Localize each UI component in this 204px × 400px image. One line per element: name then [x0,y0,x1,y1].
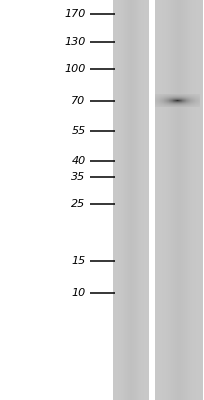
Bar [168,0,169,400]
Bar [133,0,134,400]
Bar [142,0,143,400]
Bar [163,0,164,400]
Bar [170,0,171,400]
Bar [119,0,120,400]
Bar [136,0,137,400]
Bar [128,0,129,400]
Text: 15: 15 [71,256,86,266]
Bar [118,0,119,400]
Bar [169,0,170,400]
Bar [181,0,182,400]
Bar [132,0,133,400]
Bar [155,0,156,400]
Bar [124,0,125,400]
Bar [157,0,158,400]
Bar [173,0,174,400]
Bar [127,0,128,400]
Bar [180,0,181,400]
Bar [125,0,126,400]
Text: 70: 70 [71,96,86,106]
Bar [199,0,200,400]
Bar [147,0,148,400]
Bar [177,0,178,400]
Bar [200,0,201,400]
Bar [188,0,189,400]
Bar [185,0,186,400]
Bar [144,0,145,400]
Bar [166,0,167,400]
Bar [184,0,185,400]
Bar [137,0,138,400]
Bar [176,0,177,400]
Text: 130: 130 [64,37,86,47]
Bar [197,0,198,400]
Bar [182,0,183,400]
Text: 25: 25 [71,199,86,209]
Bar [165,0,166,400]
Bar [191,0,192,400]
Bar [171,0,172,400]
Bar [117,0,118,400]
Bar [192,0,193,400]
Bar [134,0,135,400]
Bar [114,0,115,400]
Bar [162,0,163,400]
Bar [194,0,195,400]
Bar [139,0,140,400]
Bar [198,0,199,400]
Bar [190,0,191,400]
Text: 170: 170 [64,9,86,19]
Text: 55: 55 [71,126,86,136]
Bar [175,0,176,400]
Bar [195,0,196,400]
Bar [172,0,173,400]
Bar [145,0,146,400]
Bar [202,0,203,400]
Bar [138,0,139,400]
Bar [143,0,144,400]
Bar [148,0,149,400]
Bar [167,0,168,400]
Bar [183,0,184,400]
Bar [130,0,131,400]
Text: 40: 40 [71,156,86,166]
Bar [115,0,116,400]
Bar [149,0,155,400]
Bar [186,0,187,400]
Bar [174,0,175,400]
Bar [193,0,194,400]
Bar [129,0,130,400]
Bar [141,0,142,400]
Bar [135,0,136,400]
Bar [126,0,127,400]
Text: 10: 10 [71,288,86,298]
Bar [116,0,117,400]
Bar [178,0,179,400]
Bar [146,0,147,400]
Bar [164,0,165,400]
Bar [140,0,141,400]
Bar [160,0,161,400]
Bar [131,0,132,400]
Bar [179,0,180,400]
Bar [120,0,121,400]
Bar [188,0,189,400]
Bar [158,0,159,400]
Bar [196,0,197,400]
Text: 100: 100 [64,64,86,74]
Bar [189,0,190,400]
Bar [187,0,188,400]
Bar [123,0,124,400]
Bar [159,0,160,400]
Bar [113,0,114,400]
Bar [121,0,122,400]
Bar [161,0,162,400]
Text: 35: 35 [71,172,86,182]
Bar [201,0,202,400]
Bar [156,0,157,400]
Bar [122,0,123,400]
